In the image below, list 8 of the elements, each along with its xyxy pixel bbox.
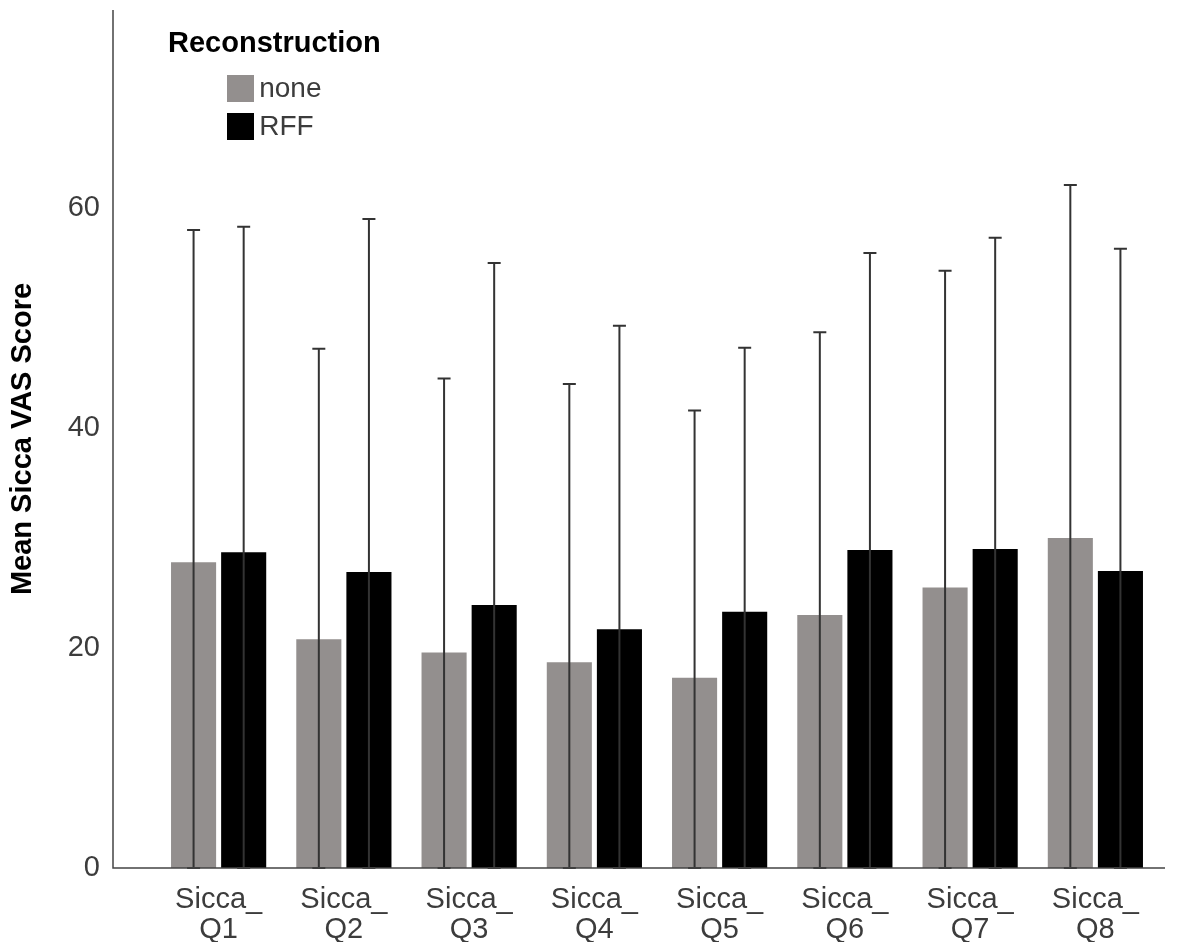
- y-axis-title: Mean Sicca VAS Score: [5, 282, 38, 596]
- y-tick-label: 0: [83, 850, 100, 882]
- legend-label: RFF: [259, 110, 314, 142]
- y-tick-label: 40: [67, 410, 100, 442]
- legend-label: none: [259, 72, 322, 104]
- y-tick-label: 20: [67, 630, 100, 662]
- y-tick-label: 60: [67, 190, 100, 222]
- legend-title: Reconstruction: [168, 25, 381, 59]
